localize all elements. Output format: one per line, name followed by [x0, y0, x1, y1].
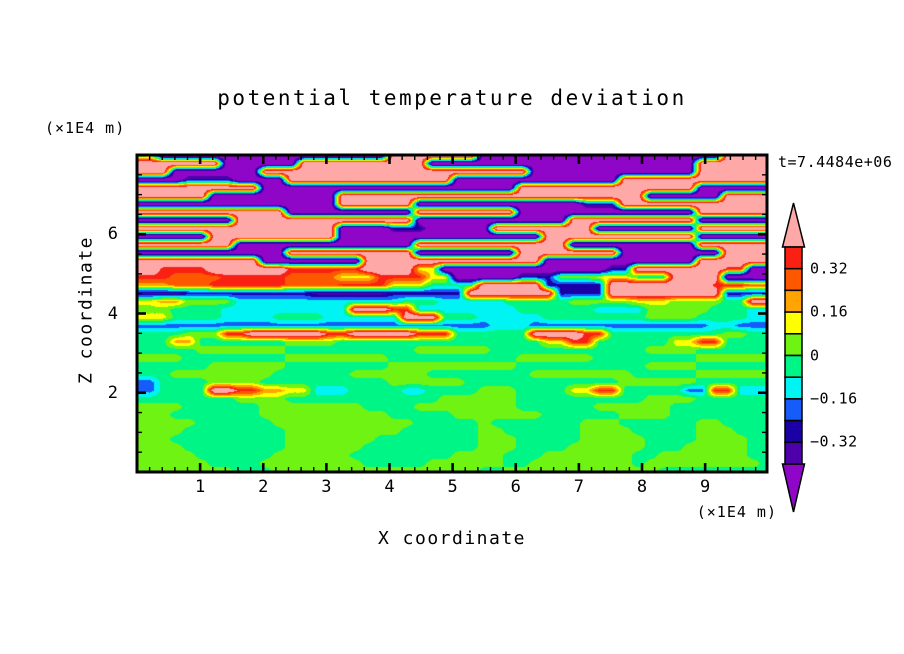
y-tick-label: 2 [107, 382, 118, 403]
colorbar-label: 0.32 [810, 259, 849, 278]
colorbar [781, 202, 806, 513]
axes-frame-and-ticks [135, 153, 769, 474]
y-tick-label: 4 [107, 303, 118, 324]
x-axis-unit-label: (×1E4 m) [696, 503, 777, 521]
x-tick-label: 5 [447, 477, 458, 497]
colorbar-label: 0.16 [810, 302, 849, 321]
contour-canvas [137, 155, 767, 472]
x-tick-label: 4 [384, 477, 395, 497]
colorbar-label: −0.16 [810, 389, 858, 408]
x-tick-label: 6 [510, 477, 521, 497]
x-axis-title: X coordinate [377, 528, 527, 549]
x-tick-label: 8 [636, 477, 648, 497]
x-tick-label: 1 [195, 477, 206, 497]
contour-plot-area [135, 153, 769, 474]
plot-title: potential temperature deviation [217, 86, 687, 110]
colorbar-label: 0 [810, 346, 820, 364]
y-tick-label: 6 [107, 224, 118, 245]
x-tick-label: 3 [321, 477, 332, 497]
x-tick-label: 7 [573, 477, 584, 497]
x-tick-label: 9 [700, 477, 711, 497]
time-annotation: t=7.4484e+06 [778, 153, 893, 171]
colorbar-label: −0.32 [810, 432, 858, 451]
y-axis-unit-label: (×1E4 m) [45, 119, 126, 137]
x-tick-label: 2 [258, 477, 269, 497]
